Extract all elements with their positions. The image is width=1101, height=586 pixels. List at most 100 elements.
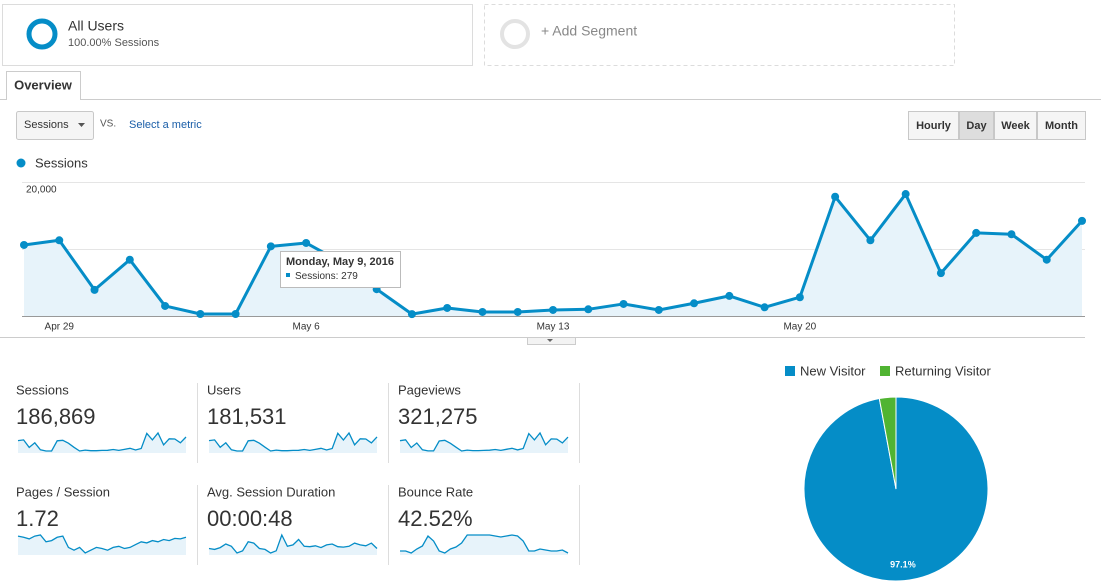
add-segment-box[interactable] — [484, 4, 955, 66]
point[interactable] — [831, 192, 840, 201]
granularity-button[interactable] — [959, 111, 994, 140]
granularity-label[interactable]: Month — [1045, 120, 1078, 132]
point[interactable] — [20, 240, 28, 249]
select-metric[interactable]: Select a metric — [129, 119, 202, 131]
metric-value: 181,531 — [207, 404, 287, 429]
point[interactable] — [1042, 255, 1051, 264]
point[interactable] — [478, 307, 487, 316]
granularity-button[interactable] — [908, 111, 959, 140]
point[interactable] — [936, 269, 945, 278]
collapse-handle[interactable] — [527, 337, 576, 345]
sparkline — [399, 431, 569, 452]
tab-label[interactable]: Overview — [14, 77, 73, 92]
point[interactable] — [972, 228, 981, 237]
point[interactable] — [90, 285, 99, 294]
metric-label: Pages / Session — [16, 484, 110, 499]
metric-value: 00:00:48 — [207, 506, 293, 531]
pie-slice[interactable] — [878, 396, 897, 490]
point[interactable] — [549, 305, 557, 314]
y-tick-label: 20,000 — [26, 185, 57, 196]
legend-label: Sessions — [35, 155, 88, 170]
add-segment-icon — [500, 19, 530, 49]
point[interactable] — [231, 309, 240, 318]
pie-chart: New Visitor Returning Visitor 97.1% — [785, 363, 992, 582]
sparkline — [208, 533, 378, 554]
sparkline-area — [400, 433, 568, 453]
metric-label: Users — [207, 382, 241, 397]
tooltip-label: Sessions: — [295, 271, 338, 282]
sparkline — [17, 431, 187, 452]
collapse-arrow — [547, 339, 553, 342]
legend-label: New Visitor — [800, 363, 866, 378]
metric-label: Avg. Session Duration — [207, 484, 335, 499]
point[interactable] — [443, 303, 452, 312]
tooltip-value: 279 — [341, 271, 358, 282]
granularity-label[interactable]: Week — [1001, 120, 1030, 132]
point[interactable] — [196, 309, 205, 318]
metric-value: 42.52% — [398, 506, 473, 531]
point[interactable] — [1078, 216, 1086, 225]
segment-box[interactable] — [2, 4, 473, 66]
point[interactable] — [302, 238, 311, 247]
x-tick-label: Apr 29 — [45, 322, 75, 333]
sparkline — [208, 431, 378, 452]
point[interactable] — [654, 305, 663, 314]
segment-name: All Users — [68, 18, 124, 34]
tooltip-text: Sessions: 279 — [295, 271, 358, 282]
metric-label: Pageviews — [398, 382, 461, 397]
slice-label: 97.1% — [890, 559, 916, 569]
point[interactable] — [619, 299, 628, 308]
point[interactable] — [407, 310, 416, 319]
point[interactable] — [266, 242, 275, 251]
granularity-button[interactable] — [994, 111, 1037, 140]
vs-label: VS. — [100, 119, 116, 130]
metric-label: Bounce Rate — [398, 484, 473, 499]
point[interactable] — [55, 236, 64, 245]
metric-value: 186,869 — [16, 404, 96, 429]
tab[interactable] — [6, 71, 81, 101]
granularity-label[interactable]: Hourly — [916, 120, 952, 132]
legend-swatch — [785, 366, 795, 376]
point[interactable] — [725, 291, 734, 300]
sparkline-area — [18, 433, 186, 453]
sparkline-area — [18, 535, 186, 555]
point[interactable] — [125, 255, 134, 264]
sparkline — [17, 534, 187, 554]
point[interactable] — [795, 293, 804, 302]
metric-dropdown[interactable] — [16, 111, 94, 140]
point[interactable] — [161, 301, 170, 310]
metric-dropdown-label[interactable]: Sessions — [24, 119, 69, 131]
legend-dot — [16, 158, 26, 168]
point[interactable] — [760, 303, 769, 312]
tooltip-title: Monday, May 9, 2016 — [286, 256, 394, 268]
legend-label: Returning Visitor — [895, 363, 992, 378]
legend-swatch — [880, 366, 890, 376]
metric-value: 321,275 — [398, 404, 478, 429]
metric-value: 1.72 — [16, 506, 59, 531]
granularity-buttons: Hourly Day Week Month — [908, 111, 1086, 140]
metrics: Sessions 186,869 Users 181,531 Pageviews 321,… — [16, 382, 580, 565]
tooltip — [280, 251, 401, 288]
x-tick-label: May 13 — [537, 322, 570, 333]
sparkline-area — [209, 433, 377, 453]
metric-label: Sessions — [16, 382, 69, 397]
point[interactable] — [584, 305, 593, 314]
point[interactable] — [1007, 230, 1016, 239]
sparkline — [400, 534, 569, 554]
x-tick-label: May 20 — [783, 322, 816, 333]
point[interactable] — [866, 236, 875, 245]
tooltip-swatch — [286, 273, 290, 277]
sparkline-area — [400, 535, 568, 555]
add-segment[interactable]: + Add Segment — [541, 23, 637, 39]
point[interactable] — [901, 190, 910, 199]
granularity-button[interactable] — [1037, 111, 1086, 140]
segment-detail: 100.00% Sessions — [68, 37, 160, 49]
point[interactable] — [690, 299, 699, 308]
point[interactable] — [513, 307, 522, 316]
granularity-label[interactable]: Day — [966, 120, 987, 132]
area-fill — [24, 194, 1082, 316]
x-tick-label: May 6 — [293, 322, 321, 333]
